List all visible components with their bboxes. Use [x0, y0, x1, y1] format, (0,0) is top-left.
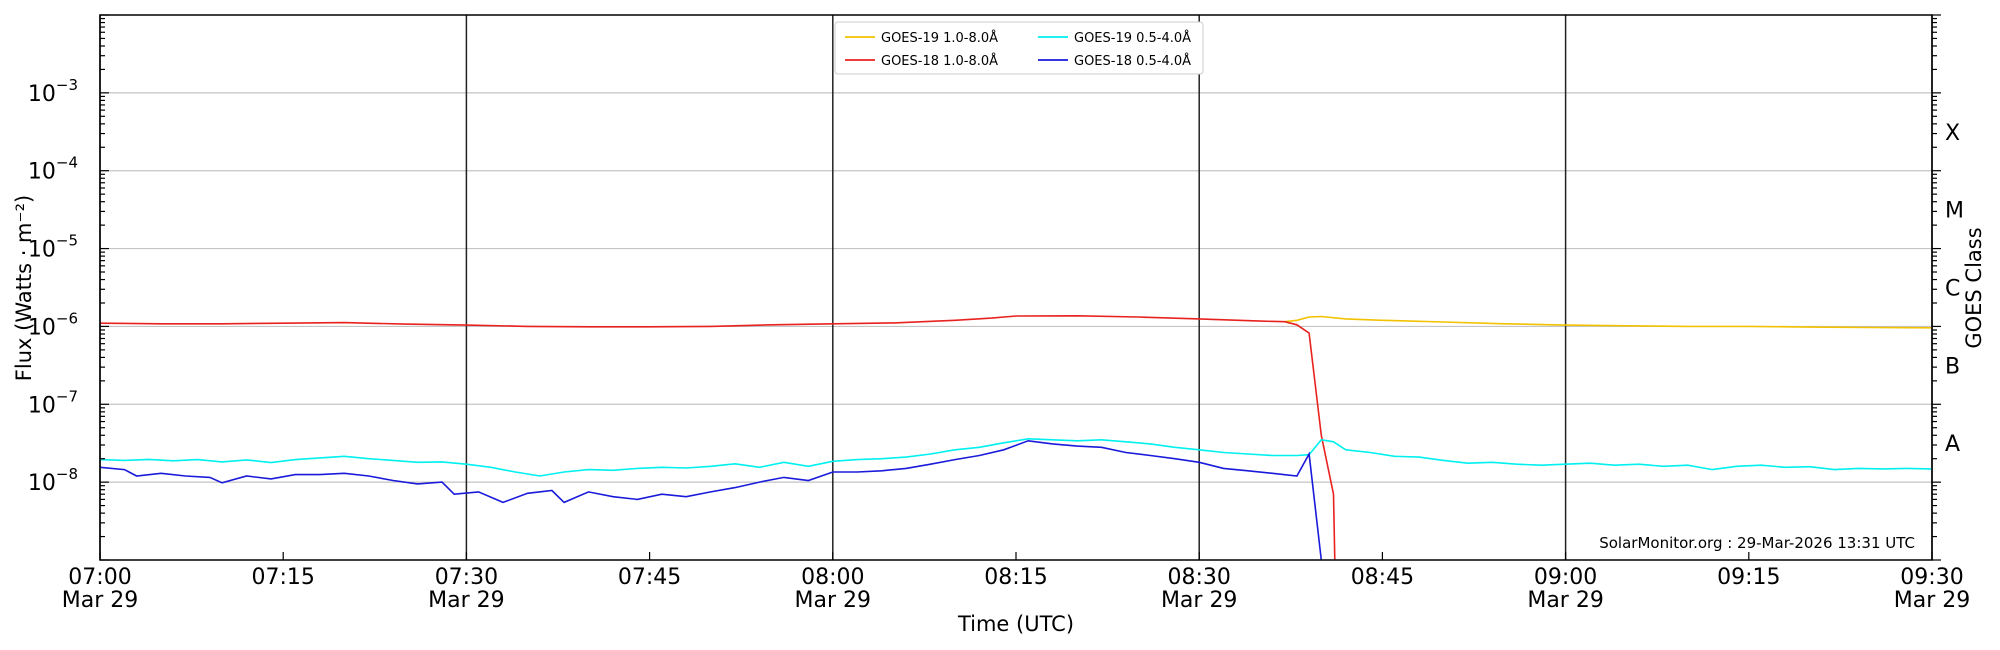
- y-axis-title: Flux (Watts · m⁻²): [12, 195, 36, 381]
- x-tick-date: Mar 29: [1894, 588, 1971, 613]
- data-series: [100, 314, 1932, 560]
- x-tick-label: 09:00: [1534, 565, 1597, 590]
- x-tick-label: 07:30: [435, 565, 498, 590]
- x-tick-label: 09:30: [1900, 565, 1963, 590]
- legend-label: GOES-18 1.0-8.0Å: [881, 53, 998, 69]
- x-tick-label: 08:00: [801, 565, 864, 590]
- series-line: [100, 314, 1336, 560]
- vertical-reference-lines: [99, 15, 1933, 560]
- x-tick-label: 09:15: [1717, 565, 1780, 590]
- goes-class-label: B: [1945, 354, 1960, 379]
- y-tick-label: 10−7: [28, 387, 78, 418]
- legend-label: GOES-19 0.5-4.0Å: [1074, 30, 1191, 46]
- series-line: [1284, 315, 1932, 329]
- legend-label: GOES-19 1.0-8.0Å: [881, 30, 998, 46]
- y-tick-exponent: −4: [56, 154, 78, 172]
- y-tick-exponent: −3: [56, 76, 78, 94]
- axis-ticks: [99, 14, 1941, 561]
- y-tick-label: 10−6: [28, 309, 78, 340]
- credit-text: SolarMonitor.org : 29-Mar-2026 13:31 UTC: [1599, 534, 1915, 552]
- x-tick-label: 08:45: [1351, 565, 1414, 590]
- y-tick-exponent: −5: [56, 232, 78, 250]
- x-tick-label: 08:30: [1167, 565, 1230, 590]
- goes-class-label: C: [1945, 277, 1960, 302]
- y-tick-exponent: −8: [56, 465, 78, 483]
- x-tick-label: 07:45: [618, 565, 681, 590]
- y-tick-exponent: −7: [56, 387, 78, 405]
- x-tick-label: 07:00: [68, 565, 131, 590]
- goes-class-label: X: [1945, 121, 1960, 146]
- x-tick-date: Mar 29: [1161, 588, 1238, 613]
- x-tick-date: Mar 29: [795, 588, 872, 613]
- series-line: [100, 439, 1323, 560]
- plot-frame: [99, 14, 1933, 561]
- x-tick-date: Mar 29: [1527, 588, 1604, 613]
- x-tick-date: Mar 29: [428, 588, 505, 613]
- y-tick-exponent: −6: [56, 309, 78, 327]
- y-tick-label: 10−4: [28, 154, 78, 185]
- legend-label: GOES-18 0.5-4.0Å: [1074, 53, 1191, 69]
- goes-class-label: M: [1945, 199, 1964, 224]
- series-line: [100, 437, 1932, 477]
- y-tick-label: 10−8: [28, 465, 78, 496]
- y-tick-label: 10−3: [28, 76, 78, 107]
- goes-class-label: A: [1945, 432, 1960, 457]
- x-tick-label: 07:15: [251, 565, 314, 590]
- right-axis-title: GOES Class: [1962, 227, 1986, 348]
- x-tick-label: 08:15: [984, 565, 1047, 590]
- legend: GOES-19 1.0-8.0Å GOES-19 0.5-4.0Å GOES-18 …: [834, 21, 1204, 75]
- x-axis-title: Time (UTC): [957, 612, 1074, 636]
- x-tick-date: Mar 29: [62, 588, 139, 613]
- grid: [100, 92, 1932, 483]
- legend-box: [834, 21, 1204, 75]
